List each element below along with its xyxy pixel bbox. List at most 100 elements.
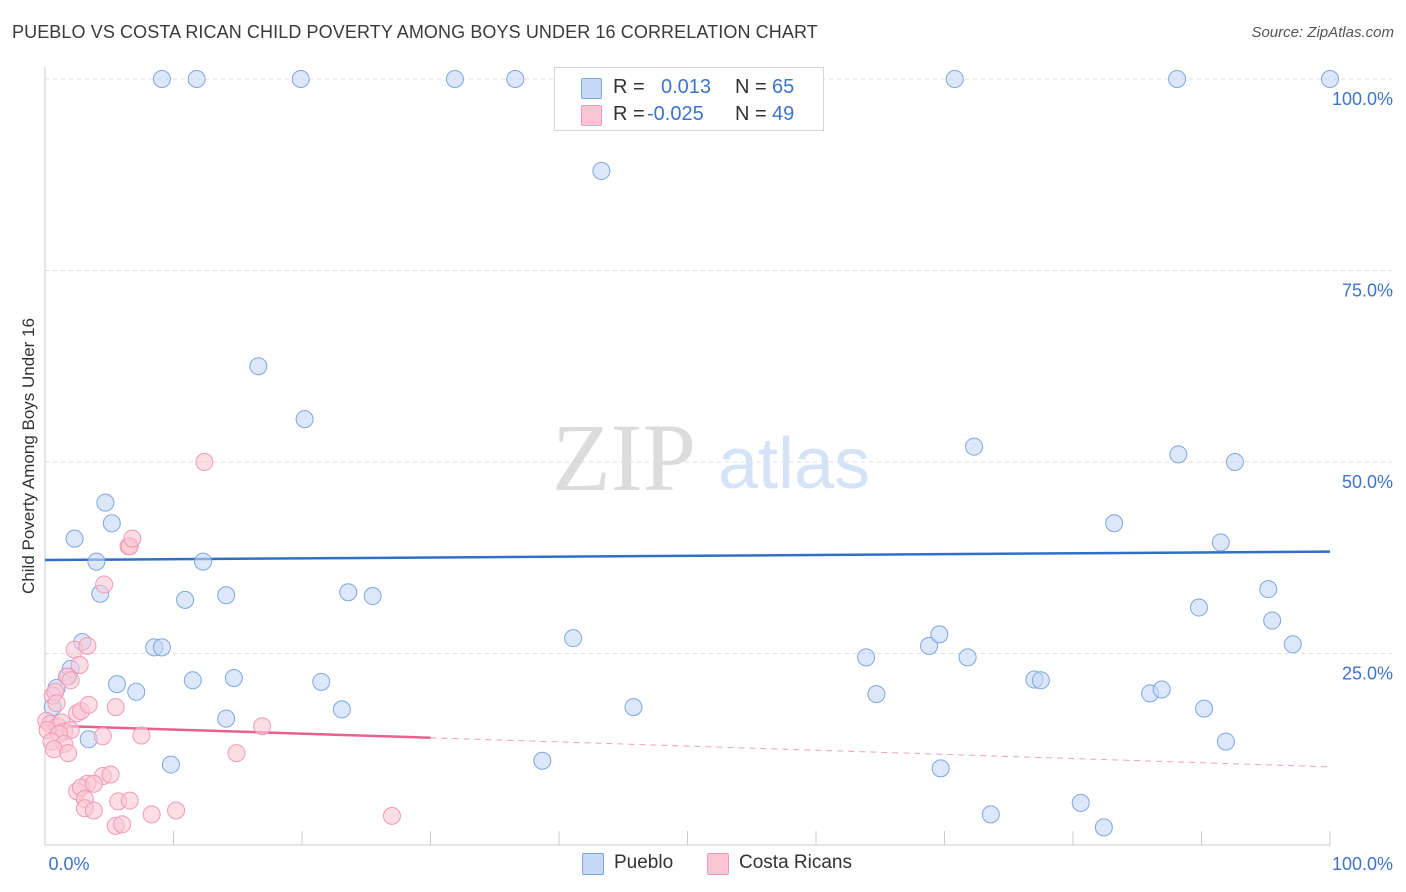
- pueblo-point: [1071, 793, 1090, 812]
- pueblo-point: [1152, 680, 1171, 699]
- pueblo-point: [1169, 445, 1188, 464]
- y-axis-label: Child Poverty Among Boys Under 16: [19, 318, 38, 594]
- costa-ricans-point: [84, 801, 103, 820]
- costa-ricans-label: Costa Ricans: [739, 852, 852, 873]
- pueblo-point: [857, 648, 876, 667]
- costa-ricans-point: [101, 765, 120, 784]
- pueblo-point: [224, 669, 243, 688]
- legend-n-label: N =: [735, 76, 767, 98]
- pueblo-point: [931, 759, 950, 778]
- costa-ricans-point: [123, 529, 142, 548]
- pueblo-swatch: [582, 853, 604, 875]
- pueblo-point: [332, 700, 351, 719]
- pueblo-point: [194, 552, 213, 571]
- costa-ricans-point: [132, 726, 151, 745]
- pueblo-point: [1031, 671, 1050, 690]
- pueblo-point: [183, 671, 202, 690]
- pueblo-point: [1168, 70, 1187, 88]
- pueblo-point: [624, 698, 643, 717]
- pueblo-point: [564, 629, 583, 648]
- grid-lines: [45, 78, 1392, 654]
- pueblo-point: [1211, 533, 1230, 552]
- costa-ricans-swatch: [707, 853, 729, 875]
- pueblo-point: [217, 586, 236, 605]
- pueblo-point: [102, 514, 121, 533]
- costa-ricans-point: [47, 694, 66, 713]
- costa-ricans-point: [253, 717, 272, 736]
- costa-ricans-point: [95, 575, 114, 594]
- pueblo-point: [339, 583, 358, 602]
- costa-ricans-point: [79, 695, 98, 714]
- pueblo-point: [176, 590, 195, 609]
- costa-ricans-point: [84, 774, 103, 793]
- pueblo-point: [506, 70, 525, 88]
- costa-ricans-point: [93, 727, 112, 746]
- costa-ricans-point: [142, 805, 161, 824]
- pueblo-point: [965, 437, 984, 456]
- pueblo-point: [1321, 70, 1339, 88]
- legend-r-value: 0.013: [661, 76, 712, 98]
- costa-ricans-point: [167, 801, 186, 820]
- pueblo-point: [930, 625, 949, 644]
- pueblo-point: [161, 755, 180, 774]
- trend-lines: [44, 550, 1331, 768]
- axes: 25.0% 50.0% 75.0% 100.0% 0.0% 100.0%: [44, 67, 1393, 874]
- watermark-atlas: atlas: [718, 424, 870, 504]
- pueblo-point: [363, 587, 382, 606]
- pueblo-point: [958, 648, 977, 667]
- x-tick-label-min: 0.0%: [48, 854, 89, 874]
- costa-ricans-point: [61, 671, 80, 690]
- costa-ricans-point: [70, 655, 89, 674]
- data-points: [37, 70, 1339, 837]
- pueblo-point: [1105, 514, 1124, 533]
- stats-legend: R = 0.013 N = 65 R = -0.025 N = 49: [554, 67, 824, 131]
- costa-ricans-point: [227, 744, 246, 763]
- pueblo-point: [65, 529, 84, 548]
- costa-ricans-point: [195, 453, 214, 471]
- costa-ricans-swatch: [581, 105, 602, 126]
- legend-n-value: 49: [772, 103, 795, 125]
- pueblo-point: [1259, 580, 1278, 599]
- costa-ricans-trend-line: [44, 724, 431, 740]
- pueblo-point: [1094, 818, 1113, 837]
- pueblo-point: [187, 70, 206, 88]
- y-tick-label: 25.0%: [1342, 664, 1393, 684]
- chart-title: PUEBLO VS COSTA RICAN CHILD POVERTY AMON…: [12, 22, 818, 42]
- y-tick-label: 100.0%: [1332, 89, 1393, 109]
- pueblo-point: [920, 636, 939, 655]
- legend-row-costa-ricans: R = -0.025 N = 49: [555, 101, 823, 128]
- pueblo-point: [1283, 635, 1302, 654]
- pueblo-point: [312, 672, 331, 691]
- legend-n-value: 65: [772, 76, 795, 98]
- pueblo-point: [867, 685, 886, 704]
- pueblo-point: [981, 805, 1000, 824]
- pueblo-point: [107, 675, 126, 694]
- pueblo-point: [87, 552, 106, 571]
- source-credit: Source: ZipAtlas.com: [1251, 24, 1394, 41]
- pueblo-point: [945, 70, 964, 88]
- pueblo-point: [1195, 699, 1214, 718]
- pueblo-point: [592, 161, 611, 180]
- costa-ricans-point: [106, 698, 125, 717]
- pueblo-swatch: [581, 78, 602, 99]
- pueblo-point: [217, 709, 236, 728]
- pueblo-point: [1189, 598, 1208, 617]
- pueblo-point: [1225, 453, 1244, 471]
- legend-r-label: R =: [613, 103, 645, 125]
- costa-ricans-point: [382, 806, 401, 825]
- pueblo-point: [445, 70, 464, 88]
- pueblo-point: [1263, 611, 1282, 630]
- pueblo-point: [295, 410, 314, 429]
- y-tick-label: 75.0%: [1342, 281, 1393, 301]
- pueblo-point: [249, 357, 268, 376]
- costa-ricans-point: [78, 636, 97, 655]
- legend-row-pueblo: R = 0.013 N = 65: [555, 74, 823, 101]
- pueblo-point: [1216, 732, 1235, 751]
- pueblo-label: Pueblo: [614, 852, 674, 873]
- legend-r-value: -0.025: [647, 103, 704, 125]
- y-tick-label: 50.0%: [1342, 472, 1393, 492]
- pueblo-trend-line: [44, 550, 1331, 562]
- watermark: ZIP atlas: [552, 404, 870, 511]
- costa-ricans-trend-extension: [430, 737, 1331, 768]
